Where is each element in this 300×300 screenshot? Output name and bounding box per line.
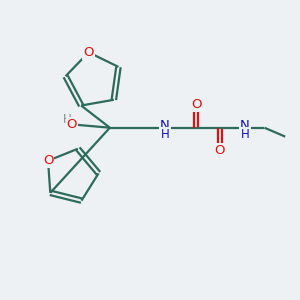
Text: O: O (83, 46, 94, 59)
Text: O: O (191, 98, 201, 111)
Text: N: N (240, 119, 250, 132)
Text: O: O (43, 154, 53, 167)
Text: O: O (67, 118, 77, 131)
Text: N: N (160, 119, 170, 132)
Text: O: O (214, 144, 225, 158)
Text: H: H (160, 128, 169, 141)
Text: H: H (241, 128, 250, 141)
Text: H: H (62, 113, 71, 126)
